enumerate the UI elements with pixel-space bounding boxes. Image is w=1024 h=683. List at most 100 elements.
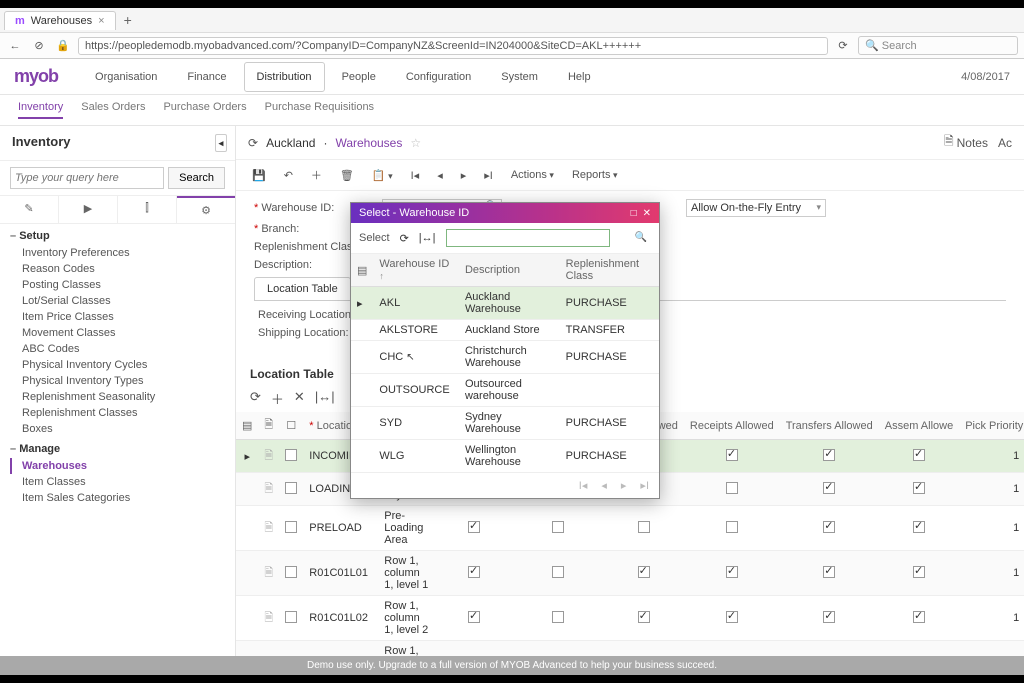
popup-row[interactable]: AKLSTOREAuckland StoreTRANSFER (351, 320, 659, 341)
col-transfers-allowed[interactable]: Transfers Allowed (780, 412, 879, 440)
checkbox[interactable] (726, 611, 738, 623)
next-icon[interactable]: ▸ (457, 166, 471, 185)
popup-row[interactable]: WLGWellington WarehousePURCHASE (351, 440, 659, 473)
tree-item-item-classes[interactable]: Item Classes (10, 474, 225, 490)
browser-tab[interactable]: m Warehouses × (4, 11, 116, 30)
last-icon[interactable]: ▸I (480, 166, 497, 185)
popup-search-input[interactable] (446, 229, 610, 247)
popup-row[interactable]: SYDSydney WarehousePURCHASE (351, 407, 659, 440)
tree-item-physical-inventory-cycles[interactable]: Physical Inventory Cycles (10, 357, 225, 373)
popup-row[interactable]: ▸AKLAuckland WarehousePURCHASE (351, 287, 659, 320)
undo-icon[interactable]: ↶ (280, 166, 297, 185)
table-row[interactable]: 🗎PRELOADPre-Loading Area1No Validation (236, 506, 1024, 551)
checkbox[interactable] (726, 521, 738, 533)
gear-icon[interactable]: ⚙ (177, 196, 235, 223)
checkbox[interactable] (285, 482, 297, 494)
prev-icon[interactable]: ◂ (433, 166, 447, 185)
tree-item-replenishment-seasonality[interactable]: Replenishment Seasonality (10, 389, 225, 405)
first-icon[interactable]: I◂ (407, 166, 424, 185)
nav-organisation[interactable]: Organisation (82, 62, 170, 92)
reports-dropdown[interactable]: Reports (568, 166, 622, 184)
popup-col-warehouseid[interactable]: Warehouse ID ↑ (373, 254, 459, 287)
col-assem-allowed[interactable]: Assem Allowe (879, 412, 959, 440)
activities-button[interactable]: Ac (998, 132, 1012, 153)
tree-item-warehouses[interactable]: Warehouses (10, 458, 225, 474)
nav-system[interactable]: System (488, 62, 551, 92)
tree-item-inventory-preferences[interactable]: Inventory Preferences (10, 245, 225, 261)
breadcrumb-screen[interactable]: Warehouses (335, 136, 402, 150)
tree-item-physical-inventory-types[interactable]: Physical Inventory Types (10, 373, 225, 389)
checkbox[interactable] (913, 521, 925, 533)
tree-item-item-sales-categories[interactable]: Item Sales Categories (10, 490, 225, 506)
checkbox[interactable] (468, 521, 480, 533)
checkbox[interactable] (726, 482, 738, 494)
checkbox[interactable] (913, 482, 925, 494)
checkbox[interactable] (823, 611, 835, 623)
new-tab-button[interactable]: + (116, 12, 140, 28)
checkbox[interactable] (726, 449, 738, 461)
chart-icon[interactable]: ⫿ (118, 196, 177, 223)
subnav-sales-orders[interactable]: Sales Orders (81, 101, 145, 119)
checkbox[interactable] (638, 611, 650, 623)
tree-item-boxes[interactable]: Boxes (10, 421, 225, 437)
popup-row[interactable]: CHC ↖Christchurch WarehousePURCHASE (351, 341, 659, 374)
subnav-purchase-requisitions[interactable]: Purchase Requisitions (265, 101, 374, 119)
favorite-icon[interactable]: ☆ (410, 136, 421, 150)
save-icon[interactable]: 💾 (248, 166, 270, 185)
nav-finance[interactable]: Finance (174, 62, 239, 92)
pager-next-icon[interactable]: ▸ (621, 479, 627, 492)
tab-location-table[interactable]: Location Table (254, 277, 351, 300)
location-entry-select[interactable]: Allow On-the-Fly Entry (686, 199, 826, 217)
subnav-purchase-orders[interactable]: Purchase Orders (163, 101, 246, 119)
checkbox[interactable] (823, 482, 835, 494)
checkbox[interactable] (638, 566, 650, 578)
checkbox[interactable] (726, 566, 738, 578)
actions-dropdown[interactable]: Actions (507, 166, 558, 184)
checkbox[interactable] (552, 611, 564, 623)
checkbox[interactable] (552, 566, 564, 578)
popup-row[interactable]: OUTSOURCEOutsourced warehouse (351, 374, 659, 407)
popup-select-label[interactable]: Select (359, 232, 390, 244)
tree-item-lot-serial-classes[interactable]: Lot/Serial Classes (10, 293, 225, 309)
add-icon[interactable]: ＋ (307, 164, 326, 186)
collapse-icon[interactable]: ◂ (215, 134, 227, 152)
checkbox[interactable] (285, 521, 297, 533)
clipboard-icon[interactable]: 📋 (368, 166, 397, 185)
sidebar-search-button[interactable]: Search (168, 167, 225, 189)
nav-configuration[interactable]: Configuration (393, 62, 484, 92)
sidebar-search-input[interactable] (10, 167, 164, 189)
popup-col-replclass[interactable]: Replenishment Class (560, 254, 659, 287)
checkbox[interactable] (638, 521, 650, 533)
popup-close-icon[interactable]: ✕ (643, 208, 651, 219)
popup-col-description[interactable]: Description (459, 254, 560, 287)
table-row[interactable]: 🗎R01C01L03Row 1, column 1, level 32No Va… (236, 641, 1024, 658)
checkbox[interactable] (823, 521, 835, 533)
checkbox[interactable] (468, 611, 480, 623)
grid-fit-icon[interactable]: |↔| (315, 389, 335, 408)
tree-item-abc-codes[interactable]: ABC Codes (10, 341, 225, 357)
checkbox[interactable] (285, 449, 297, 461)
pencil-icon[interactable]: ✎ (0, 196, 59, 223)
table-row[interactable]: 🗎R01C01L02Row 1, column 1, level 21No Va… (236, 596, 1024, 641)
checkbox[interactable] (285, 566, 297, 578)
checkbox[interactable] (823, 449, 835, 461)
back-icon[interactable]: ← (6, 40, 24, 52)
checkbox[interactable] (285, 611, 297, 623)
tree-item-replenishment-classes[interactable]: Replenishment Classes (10, 405, 225, 421)
popup-maximize-icon[interactable]: □ (631, 208, 637, 219)
address-bar[interactable]: https://peopledemodb.myobadvanced.com/?C… (78, 37, 828, 55)
checkbox[interactable] (823, 566, 835, 578)
checkbox[interactable] (913, 449, 925, 461)
popup-refresh-icon[interactable]: ⟳ (400, 232, 409, 245)
grid-add-icon[interactable]: ＋ (271, 389, 284, 408)
tree-group-setup[interactable]: Setup (10, 230, 225, 242)
table-row[interactable]: 🗎R01C01L01Row 1, column 1, level 11No Va… (236, 551, 1024, 596)
tree-item-reason-codes[interactable]: Reason Codes (10, 261, 225, 277)
checkbox[interactable] (913, 611, 925, 623)
notes-button[interactable]: 🗎 Notes (944, 132, 988, 153)
tree-item-posting-classes[interactable]: Posting Classes (10, 277, 225, 293)
nav-help[interactable]: Help (555, 62, 604, 92)
tab-close-icon[interactable]: × (98, 15, 104, 27)
play-icon[interactable]: ▶ (59, 196, 118, 223)
browser-search[interactable]: 🔍 Search (858, 36, 1018, 55)
